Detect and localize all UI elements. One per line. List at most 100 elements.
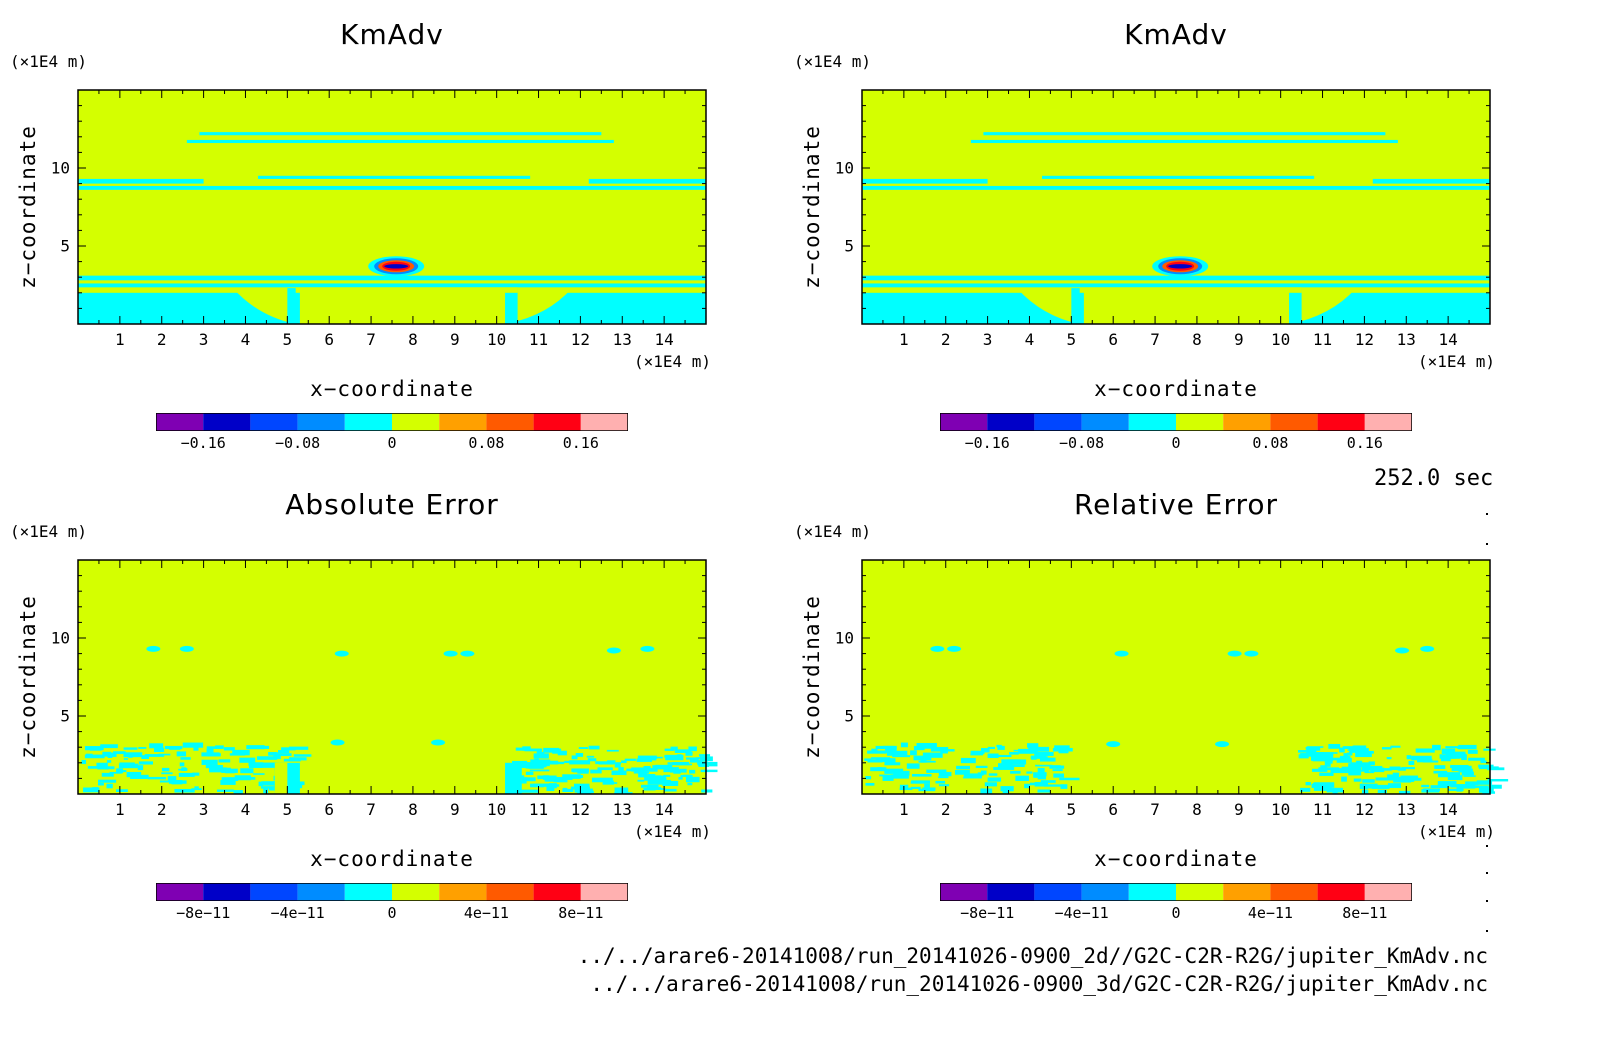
field-noise bbox=[1349, 748, 1369, 753]
x-tick-label: 4 bbox=[240, 330, 251, 349]
field-noise bbox=[1052, 769, 1063, 772]
x-tick-label: 11 bbox=[1312, 800, 1333, 819]
field-gap bbox=[274, 762, 288, 794]
field-noise bbox=[997, 745, 1005, 750]
field-noise bbox=[917, 747, 934, 749]
field-noise bbox=[670, 746, 678, 750]
field-noise bbox=[154, 747, 165, 753]
field-noise bbox=[174, 788, 195, 793]
colorbar-swatch bbox=[1223, 883, 1271, 901]
field-noise bbox=[233, 790, 243, 794]
field-noise bbox=[180, 757, 191, 760]
field-noise bbox=[530, 783, 544, 788]
field-noise bbox=[1342, 746, 1359, 749]
field-noise bbox=[1035, 764, 1053, 767]
field-noise bbox=[118, 763, 139, 769]
colorbar-swatch bbox=[392, 883, 440, 901]
colorbar-swatch bbox=[250, 413, 298, 431]
field-noise bbox=[521, 777, 536, 782]
field-band bbox=[78, 275, 706, 281]
y-axis-unit: (×1E4 m) bbox=[794, 522, 872, 541]
field-noise bbox=[913, 745, 925, 751]
field-noise bbox=[569, 760, 591, 765]
field-noise bbox=[512, 760, 528, 765]
field-noise bbox=[926, 769, 947, 773]
colorbar-tick-label: 0.08 bbox=[468, 434, 505, 452]
field-noise bbox=[1313, 786, 1329, 791]
field-noise bbox=[109, 771, 122, 774]
field-band bbox=[1042, 175, 1315, 179]
field-noise bbox=[940, 750, 948, 754]
field-noise bbox=[544, 778, 558, 782]
tick-marks bbox=[77, 559, 707, 795]
field-noise bbox=[1389, 766, 1401, 771]
x-tick-label: 8 bbox=[1192, 330, 1202, 349]
colorbar-swatch bbox=[940, 883, 988, 901]
field-noise bbox=[81, 759, 87, 765]
field-noise bbox=[1347, 752, 1353, 756]
field-noise bbox=[1386, 757, 1392, 760]
field-noise bbox=[638, 772, 648, 778]
field-blob bbox=[460, 650, 475, 657]
field-noise bbox=[167, 776, 177, 782]
field-noise bbox=[1468, 757, 1485, 761]
field-noise bbox=[607, 760, 616, 763]
field-noise bbox=[1306, 750, 1317, 754]
field-noise bbox=[1458, 744, 1477, 750]
field-blob bbox=[179, 645, 194, 652]
field-anomaly bbox=[1168, 264, 1193, 269]
field-noise bbox=[144, 754, 165, 757]
colorbar-swatch bbox=[940, 413, 988, 431]
field-noise bbox=[248, 762, 264, 766]
field-noise bbox=[1445, 746, 1463, 749]
heatmap-plot bbox=[77, 89, 707, 325]
field-noise bbox=[1369, 768, 1376, 771]
field-noise bbox=[1406, 755, 1412, 760]
field-band bbox=[862, 178, 988, 184]
y-axis-unit: (×1E4 m) bbox=[10, 52, 88, 71]
x-axis-label: x−coordinate bbox=[1094, 377, 1258, 401]
y-axis-label: z−coordinate bbox=[800, 125, 824, 289]
field-noise bbox=[1034, 782, 1049, 787]
field-noise bbox=[661, 779, 671, 782]
field-gap bbox=[1079, 287, 1302, 293]
field-background bbox=[862, 560, 1490, 794]
field-noise bbox=[176, 751, 187, 757]
field-noise bbox=[579, 790, 593, 793]
field-noise bbox=[884, 758, 896, 763]
field-band bbox=[862, 275, 1490, 281]
field-noise bbox=[257, 756, 278, 760]
field-noise bbox=[920, 758, 927, 763]
x-tick-label: 7 bbox=[1150, 330, 1160, 349]
colorbar bbox=[940, 413, 1412, 431]
x-tick-label: 13 bbox=[612, 330, 632, 349]
field-noise bbox=[1377, 789, 1387, 794]
colorbar bbox=[156, 883, 628, 901]
field-noise bbox=[611, 770, 627, 776]
field-noise bbox=[1487, 779, 1509, 782]
field-noise bbox=[288, 746, 309, 750]
field-noise bbox=[1039, 757, 1056, 762]
marker-dot bbox=[1486, 930, 1488, 932]
x-tick-label: 1 bbox=[115, 330, 125, 349]
field-noise bbox=[1055, 765, 1065, 769]
field-noise bbox=[1395, 776, 1415, 782]
field-noise bbox=[885, 748, 897, 754]
field-noise bbox=[938, 776, 949, 779]
field-band bbox=[588, 178, 706, 184]
heatmap-plot bbox=[861, 559, 1509, 795]
field-noise bbox=[1362, 779, 1375, 783]
field-noise bbox=[263, 788, 269, 794]
x-tick-label: 8 bbox=[408, 330, 418, 349]
field-noise bbox=[586, 755, 595, 758]
field-noise bbox=[1422, 760, 1439, 763]
file-path-3d: ../../arare6-20141008/run_20141026-0900_… bbox=[590, 972, 1488, 996]
field-noise bbox=[1441, 758, 1451, 762]
colorbar-swatch bbox=[203, 413, 251, 431]
field-noise bbox=[1306, 746, 1321, 751]
field-noise bbox=[911, 780, 930, 783]
x-axis-label: x−coordinate bbox=[310, 377, 474, 401]
field-noise bbox=[83, 787, 100, 793]
field-noise bbox=[1330, 768, 1352, 774]
field-anomaly bbox=[384, 264, 409, 269]
